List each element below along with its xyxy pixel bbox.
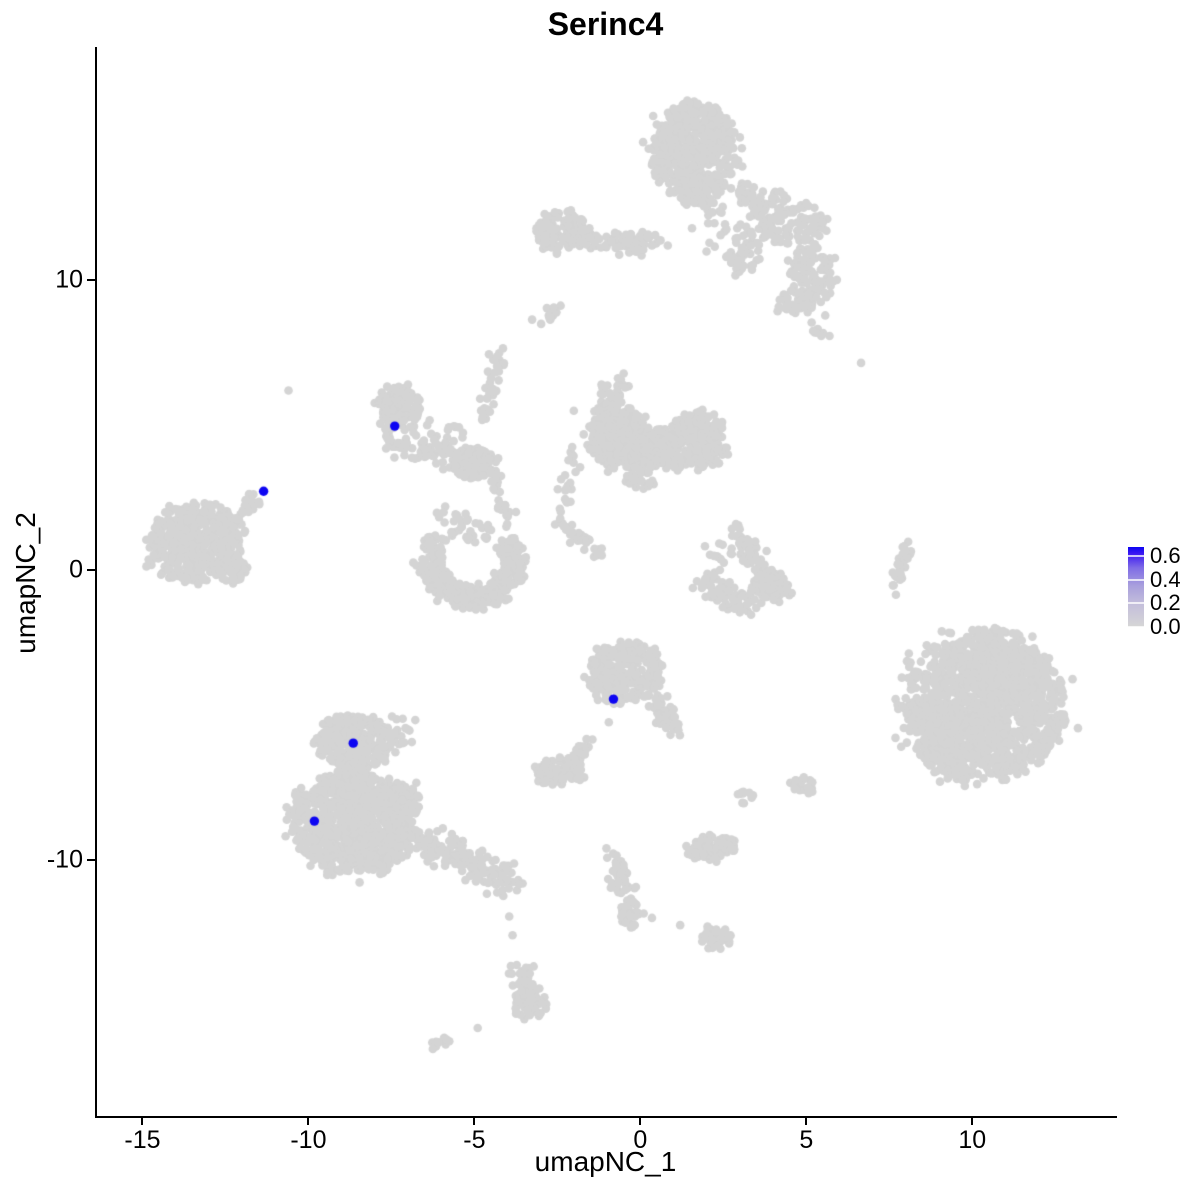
y-tick-mark — [87, 279, 95, 282]
x-tick-mark — [805, 1117, 808, 1125]
x-axis-title: umapNC_1 — [534, 1146, 677, 1177]
x-tick-mark — [971, 1117, 974, 1125]
x-tick-mark — [639, 1117, 642, 1125]
colorbar-tick-mark — [1128, 555, 1144, 558]
colorbar-gradient — [1128, 547, 1144, 627]
x-tick-label: 5 — [799, 1126, 814, 1154]
colorbar-tick-mark — [1128, 626, 1144, 628]
x-tick-label: -5 — [463, 1126, 486, 1154]
y-tick-mark — [87, 569, 95, 572]
x-tick-mark — [473, 1117, 476, 1125]
y-tick-label: 10 — [55, 265, 83, 294]
x-tick-label: 0 — [633, 1126, 648, 1154]
x-tick-label: -15 — [124, 1126, 161, 1154]
colorbar-tick-mark — [1128, 578, 1144, 581]
plot-title: Serinc4 — [547, 6, 664, 42]
colorbar-tick-label: 0.4 — [1150, 566, 1181, 592]
colorbar-tick-label: 0.6 — [1150, 543, 1181, 569]
x-tick-mark — [307, 1117, 310, 1125]
x-tick-label: -10 — [290, 1126, 327, 1154]
colorbar-tick-label: 0.0 — [1150, 614, 1181, 639]
colorbar-tick-mark — [1128, 602, 1144, 605]
x-tick-label: 10 — [958, 1126, 987, 1154]
colorbar-tick-label: 0.2 — [1150, 590, 1181, 616]
x-tick-mark — [141, 1117, 144, 1125]
y-tick-label: 0 — [69, 555, 83, 584]
y-tick-label: -10 — [46, 845, 83, 874]
y-tick-mark — [87, 858, 95, 861]
